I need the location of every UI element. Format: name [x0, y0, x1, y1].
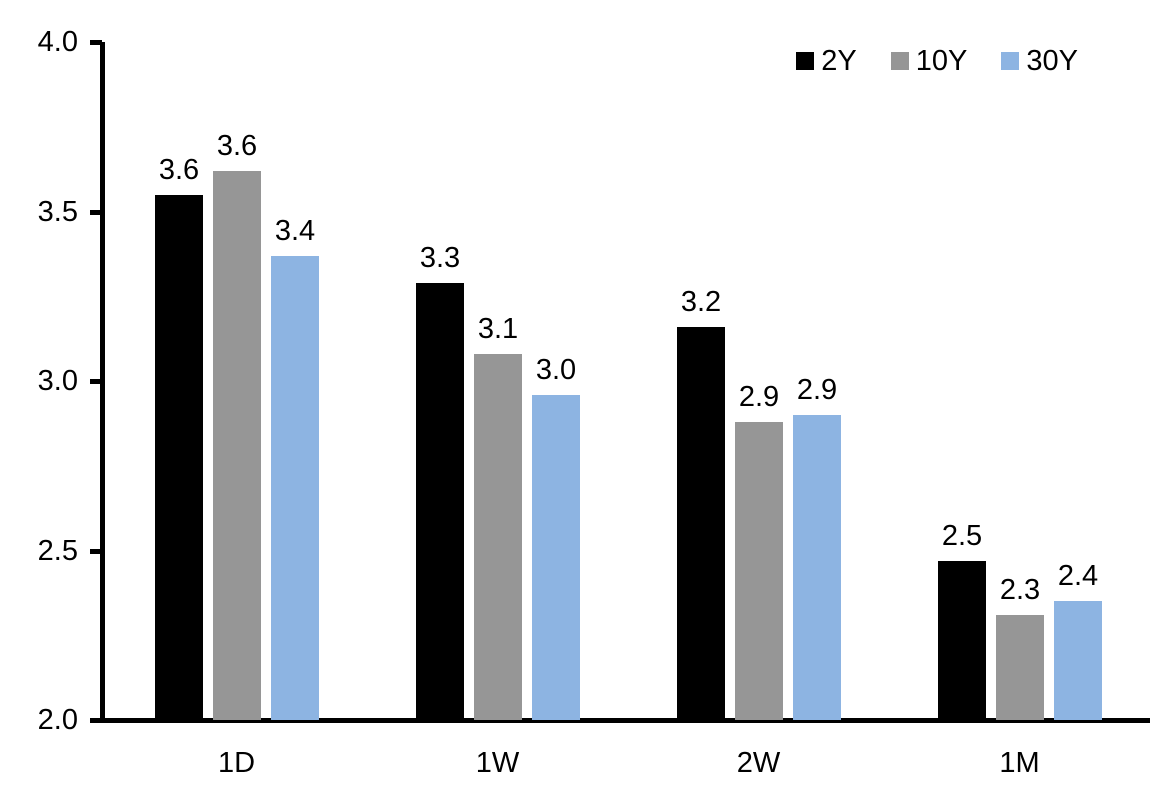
- y-axis-tick: [90, 210, 102, 215]
- bar-2Y-1D: [155, 195, 203, 720]
- y-axis-tick: [90, 379, 102, 384]
- bar-10Y-1W: [474, 354, 522, 720]
- bar-10Y-1M: [996, 615, 1044, 720]
- y-axis-tick: [90, 718, 102, 723]
- bar-30Y-1D: [271, 256, 319, 720]
- y-axis-tick-label: 2.0: [37, 704, 78, 736]
- bar-value-label: 2.9: [738, 381, 780, 413]
- bar-value-label: 3.0: [535, 354, 577, 386]
- y-axis-tick-label: 3.5: [37, 196, 78, 228]
- x-axis-label-1W: 1W: [475, 747, 520, 779]
- y-axis-tick-label: 2.5: [37, 535, 78, 567]
- bar-2Y-2W: [677, 327, 725, 720]
- legend-swatch-icon: [796, 52, 815, 70]
- legend-swatch-icon: [890, 52, 909, 70]
- bar-value-label: 2.9: [796, 374, 838, 406]
- legend-label: 10Y: [915, 45, 968, 77]
- bar-2Y-1M: [938, 561, 986, 720]
- bar-2Y-1W: [416, 283, 464, 720]
- x-axis-label-1M: 1M: [999, 747, 1040, 779]
- legend-label: 30Y: [1026, 45, 1078, 77]
- bar-value-label: 2.3: [999, 574, 1041, 606]
- bar-value-label: 3.4: [274, 215, 316, 247]
- x-axis-line: [100, 718, 1150, 723]
- legend-label: 2Y: [821, 45, 857, 77]
- bar-value-label: 2.4: [1057, 560, 1099, 592]
- y-axis-tick: [90, 40, 102, 45]
- y-axis-tick: [90, 549, 102, 554]
- x-axis-label-2W: 2W: [736, 747, 781, 779]
- bar-30Y-1M: [1054, 601, 1102, 720]
- x-axis-label-1D: 1D: [217, 747, 256, 779]
- bar-value-label: 3.3: [419, 242, 461, 274]
- bar-value-label: 2.5: [941, 520, 983, 552]
- legend-swatch-icon: [1001, 52, 1020, 70]
- legend: 2Y 10Y 30Y: [796, 44, 1078, 78]
- bar-10Y-2W: [735, 422, 783, 720]
- y-axis-line: [100, 42, 105, 723]
- legend-item-30Y: 30Y: [1001, 44, 1078, 78]
- legend-item-10Y: 10Y: [890, 44, 968, 78]
- bar-value-label: 3.6: [216, 130, 258, 162]
- bar-value-label: 3.6: [158, 154, 200, 186]
- bar-30Y-1W: [532, 395, 580, 720]
- bar-value-label: 3.1: [477, 313, 519, 345]
- bar-value-label: 3.2: [680, 286, 722, 318]
- legend-item-2Y: 2Y: [796, 44, 857, 78]
- y-axis-tick-label: 4.0: [37, 26, 78, 58]
- bar-30Y-2W: [793, 415, 841, 720]
- bar-10Y-1D: [213, 171, 261, 720]
- y-axis-tick-label: 3.0: [37, 365, 78, 397]
